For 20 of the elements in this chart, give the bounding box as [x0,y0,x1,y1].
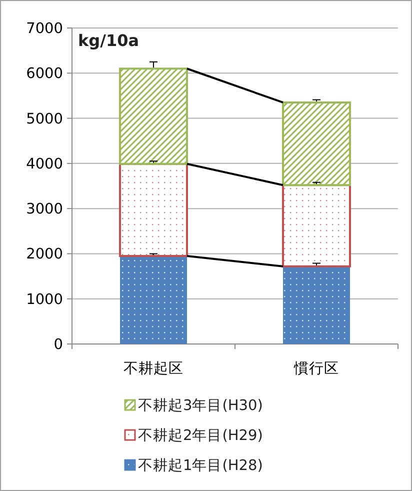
y-tick-label: 3000 [26,202,63,218]
legend-label: 不耕起3年目(H30) [138,397,263,414]
bar [119,162,188,257]
bar [119,68,188,165]
x-tick-label: 慣行区 [293,360,339,377]
legend-label: 不耕起1年目(H28) [138,457,263,474]
bar [282,101,351,186]
x-tick-label: 不耕起区 [124,360,184,377]
bar [282,184,351,268]
y-tick-label: 5000 [26,111,63,128]
bar [120,256,187,344]
bar [283,266,350,344]
y-tick-label: 2000 [26,246,63,263]
y-tick-label: 1000 [26,292,63,308]
y-tick-label: 7000 [26,21,63,37]
legend-label: 不耕起2年目(H29) [138,427,263,444]
y-tick-label: 6000 [26,66,63,82]
y-axis-title: kg/10a [78,31,139,50]
y-tick-label: 0 [54,337,63,353]
y-tick-label: 4000 [26,156,63,172]
